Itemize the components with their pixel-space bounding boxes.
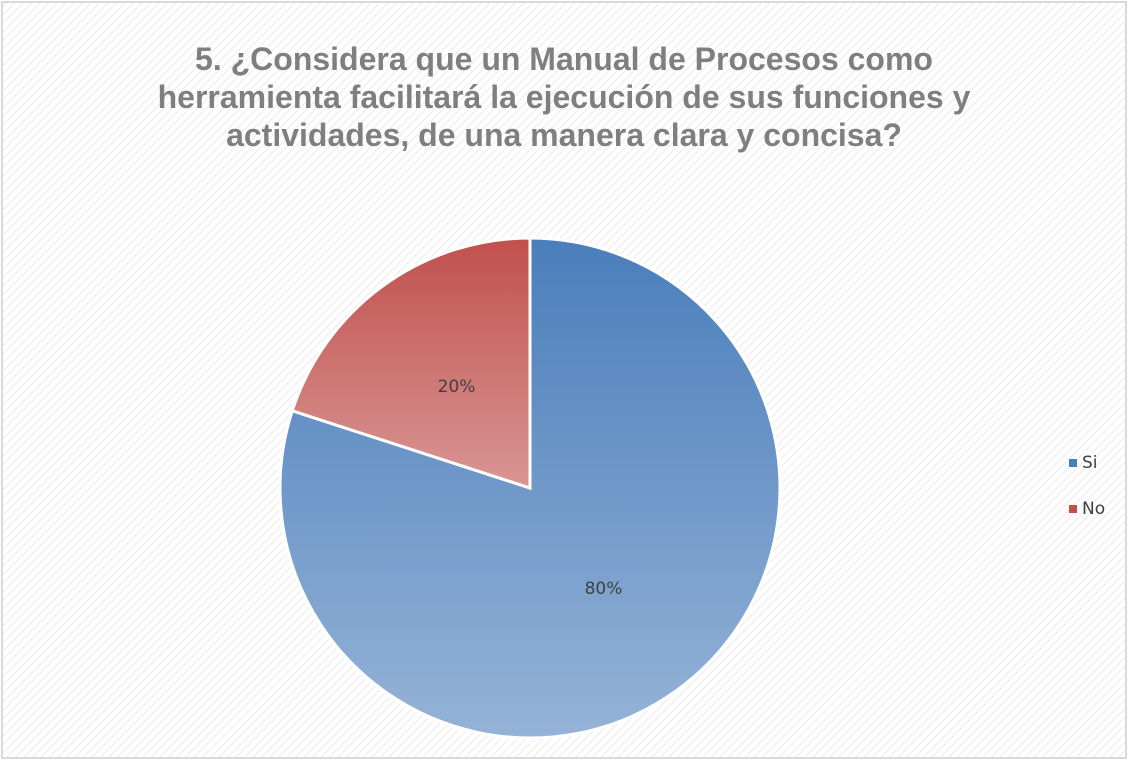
- legend-label: Si: [1082, 453, 1098, 473]
- legend-swatch: [1069, 505, 1077, 513]
- legend-swatch: [1069, 459, 1077, 467]
- pie-slice: [290, 236, 532, 491]
- chart-title: 5. ¿Considera que un Manual de Procesos …: [157, 41, 971, 153]
- data-label: 80%: [585, 579, 623, 599]
- legend-label: No: [1082, 499, 1105, 519]
- data-label: 20%: [438, 377, 476, 397]
